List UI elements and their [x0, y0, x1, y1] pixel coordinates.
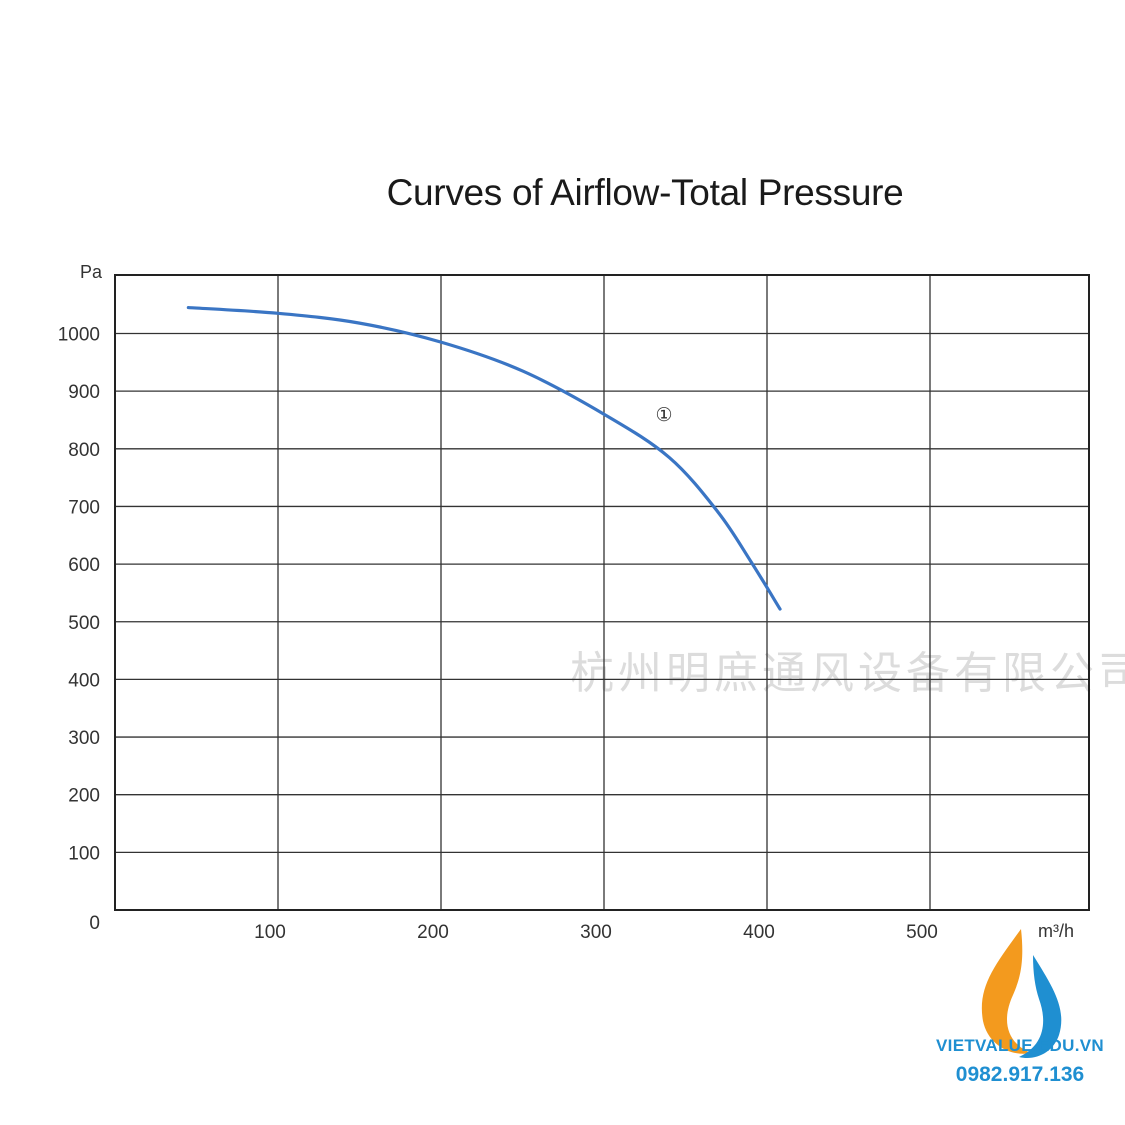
y-tick-label-10: 1000 — [58, 325, 100, 346]
y-tick-label-5: 500 — [68, 613, 100, 634]
y-tick-label-7: 700 — [68, 497, 100, 518]
y-tick-label-2: 200 — [68, 786, 100, 807]
x-tick-label-0: 100 — [254, 922, 286, 943]
series-layer — [186, 305, 782, 611]
x-axis-ticks: 100 200 300 400 500 — [254, 922, 938, 943]
plot-frame — [114, 274, 1090, 911]
y-tick-label-9: 900 — [68, 382, 100, 403]
brand-phone: 0982.917.136 — [955, 1063, 1085, 1086]
x-tick-label-4: 500 — [906, 922, 938, 943]
chart-grid — [115, 275, 1089, 910]
watermark-text: 杭州明庶通风设备有限公司 — [570, 648, 1125, 699]
curve-annotation-0: ① — [656, 405, 673, 426]
x-axis-label: m³/h — [1038, 921, 1074, 941]
y-tick-label-8: 800 — [68, 440, 100, 461]
annotation-layer: ① — [656, 405, 673, 426]
y-tick-label-0: 0 — [89, 913, 100, 934]
y-tick-label-6: 600 — [68, 555, 100, 576]
y-tick-label-3: 300 — [68, 728, 100, 749]
y-tick-label-1: 100 — [68, 843, 100, 864]
x-tick-label-2: 300 — [580, 922, 612, 943]
brand-name: VIETVALUE.EDU.VN — [936, 1036, 1104, 1055]
x-tick-label-1: 200 — [417, 922, 449, 943]
brand-logo-icon — [981, 929, 1062, 1059]
y-axis-label: Pa — [80, 262, 103, 282]
chart-title: Curves of Airflow-Total Pressure — [386, 172, 904, 213]
y-axis-ticks: 0 100 200 300 400 500 600 700 800 900 1000 — [58, 325, 100, 935]
x-tick-label-3: 400 — [743, 922, 775, 943]
y-tick-label-4: 400 — [68, 670, 100, 691]
series-line-0 — [186, 305, 782, 611]
